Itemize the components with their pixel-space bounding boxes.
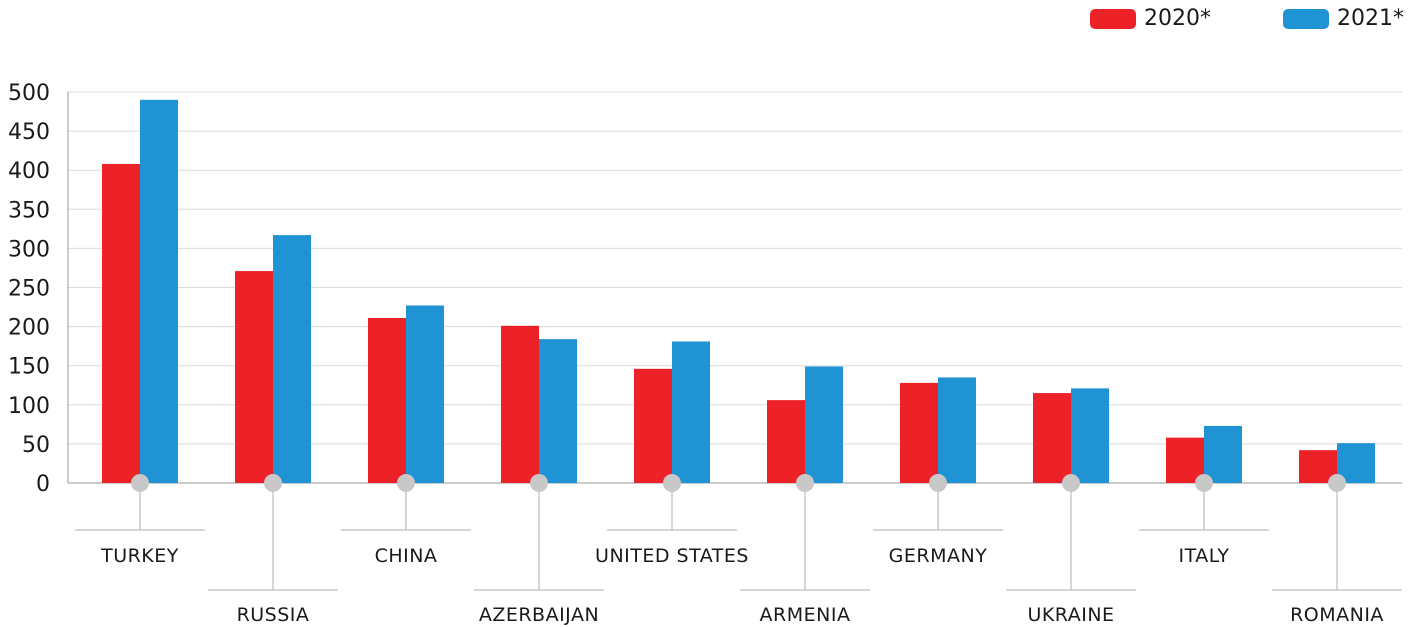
bar-united-states-2020	[634, 368, 672, 483]
legend-swatch-2020	[1090, 8, 1136, 29]
category-markers	[75, 474, 1402, 591]
bar-ukraine-2020	[1033, 393, 1071, 483]
y-tick-label: 200	[8, 316, 50, 341]
y-tick-label: 50	[22, 433, 50, 458]
bar-china-2021	[406, 305, 444, 483]
bar-russia-2021	[273, 235, 311, 483]
x-tick-label-russia: RUSSIA	[237, 604, 310, 626]
bar-armenia-2020	[767, 400, 805, 483]
legend-item-2021: 2021*	[1283, 6, 1404, 31]
y-tick-label: 250	[8, 277, 50, 302]
bar-germany-2021	[938, 377, 976, 483]
y-tick-label: 450	[8, 120, 50, 145]
bar-azerbaijan-2021	[539, 339, 577, 483]
y-tick-label: 400	[8, 159, 50, 184]
x-tick-label-germany: GERMANY	[889, 545, 988, 567]
bar-ukraine-2021	[1071, 388, 1109, 483]
category-marker-dot	[530, 474, 548, 492]
bar-azerbaijan-2020	[501, 325, 539, 483]
y-tick-label: 500	[8, 81, 50, 106]
legend-item-2020: 2020*	[1090, 6, 1211, 31]
x-tick-label-china: CHINA	[375, 545, 438, 567]
category-marker-dot	[1195, 474, 1213, 492]
x-tick-label-ukraine: UKRAINE	[1027, 604, 1114, 626]
bar-united-states-2021	[672, 341, 710, 483]
legend-label-2020: 2020*	[1144, 6, 1211, 31]
bar-turkey-2020	[102, 163, 140, 483]
x-axis-labels: TURKEY RUSSIA CHINA AZERBAIJAN UNITED STATES…	[100, 545, 1384, 626]
y-tick-label: 100	[8, 394, 50, 419]
y-tick-label: 350	[8, 198, 50, 223]
bar-germany-2020	[900, 382, 938, 483]
category-marker-dot	[929, 474, 947, 492]
x-tick-label-united-states: UNITED STATES	[595, 545, 749, 567]
category-marker-dot	[796, 474, 814, 492]
y-tick-label: 150	[8, 355, 50, 380]
category-marker-dot	[1062, 474, 1080, 492]
y-tick-label: 300	[8, 237, 50, 262]
category-marker-dot	[131, 474, 149, 492]
x-tick-label-italy: ITALY	[1179, 545, 1230, 567]
bar-italy-2020	[1166, 437, 1204, 483]
bar-italy-2021	[1204, 425, 1242, 483]
bar-russia-2020	[235, 271, 273, 483]
bar-china-2020	[368, 317, 406, 483]
legend-swatch-2021	[1283, 8, 1329, 29]
x-tick-label-turkey: TURKEY	[100, 545, 179, 567]
x-tick-label-azerbaijan: AZERBAIJAN	[479, 604, 599, 626]
bar-turkey-2021	[140, 99, 178, 483]
category-marker-dot	[1328, 474, 1346, 492]
y-axis: 0 50 100 150 200 250 300 350 400 450 500	[8, 81, 69, 497]
x-tick-label-armenia: ARMENIA	[760, 604, 851, 626]
category-marker-dot	[397, 474, 415, 492]
bar-armenia-2021	[805, 366, 843, 483]
legend-label-2021: 2021*	[1337, 6, 1404, 31]
bars	[102, 99, 1375, 483]
category-marker-dot	[663, 474, 681, 492]
category-marker-dot	[264, 474, 282, 492]
bar-romania-2021	[1337, 443, 1375, 483]
y-tick-label: 0	[36, 472, 50, 497]
x-tick-label-romania: ROMANIA	[1290, 604, 1384, 626]
